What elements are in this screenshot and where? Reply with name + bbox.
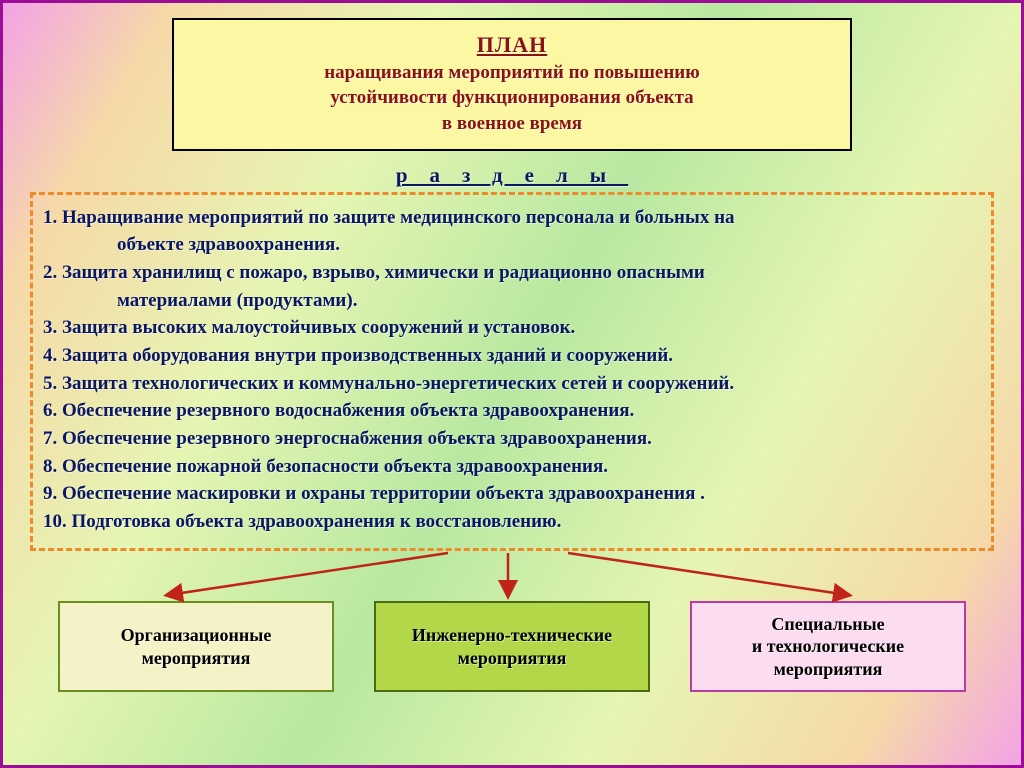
bottom-row: ОрганизационныемероприятияИнженерно-техн… <box>28 601 996 693</box>
title-line-1: наращивания мероприятий по повышению <box>192 60 832 86</box>
section-item: 4. Защита оборудования внутри производст… <box>43 344 981 369</box>
bottom-box-2: Инженерно-техническиемероприятия <box>374 601 650 693</box>
section-item: 10. Подготовка объекта здравоохранения к… <box>43 510 981 535</box>
bottom-box-line: мероприятия <box>384 647 640 670</box>
bottom-box-line: Организационные <box>68 624 324 647</box>
section-item: 9. Обеспечение маскировки и охраны терри… <box>43 482 981 507</box>
title-main: ПЛАН <box>192 30 832 60</box>
title-line-3: в военное время <box>192 111 832 137</box>
section-item-cont: объекте здравоохранения. <box>43 233 981 258</box>
arrow-3 <box>28 553 996 601</box>
section-item: 6. Обеспечение резервного водоснабжения … <box>43 399 981 424</box>
arrows-region <box>28 553 996 601</box>
section-item: 2. Защита хранилищ с пожаро, взрыво, хим… <box>43 261 981 286</box>
section-item-cont: материалами (продуктами). <box>43 289 981 314</box>
sections-label: разделы <box>28 163 996 188</box>
bottom-box-line: Инженерно-технические <box>384 624 640 647</box>
title-box: ПЛАН наращивания мероприятий по повышени… <box>172 18 852 151</box>
section-item: 1. Наращивание мероприятий по защите мед… <box>43 206 981 231</box>
section-item: 3. Защита высоких малоустойчивых сооруже… <box>43 316 981 341</box>
sections-list: 1. Наращивание мероприятий по защите мед… <box>30 192 994 551</box>
bottom-box-3: Специальныеи технологическиемероприятия <box>690 601 966 693</box>
bottom-box-line: Специальные <box>700 613 956 636</box>
bottom-box-1: Организационныемероприятия <box>58 601 334 693</box>
bottom-box-line: мероприятия <box>700 658 956 681</box>
bottom-box-line: и технологические <box>700 635 956 658</box>
slide-content: ПЛАН наращивания мероприятий по повышени… <box>0 0 1024 692</box>
section-item: 8. Обеспечение пожарной безопасности объ… <box>43 455 981 480</box>
title-line-2: устойчивости функционирования объекта <box>192 85 832 111</box>
section-item: 7. Обеспечение резервного энергоснабжени… <box>43 427 981 452</box>
bottom-box-line: мероприятия <box>68 647 324 670</box>
section-item: 5. Защита технологических и коммунально-… <box>43 372 981 397</box>
